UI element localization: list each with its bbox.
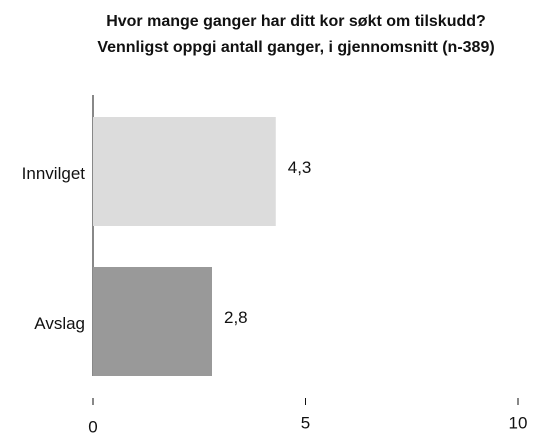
x-tick-label: 5 bbox=[301, 413, 310, 432]
value-label: 4,3 bbox=[288, 158, 312, 177]
category-label: Innvilget bbox=[22, 164, 86, 183]
chart-title: Vennligst oppgi antall ganger, i gjennom… bbox=[97, 39, 494, 56]
x-tick-label: 0 bbox=[88, 417, 97, 434]
x-tick-label: 10 bbox=[509, 413, 528, 432]
category-label: Avslag bbox=[34, 314, 85, 333]
chart-title: Hvor mange ganger har ditt kor søkt om t… bbox=[106, 13, 486, 30]
bar bbox=[93, 117, 276, 226]
value-label: 2,8 bbox=[224, 308, 248, 327]
bar bbox=[93, 267, 212, 376]
